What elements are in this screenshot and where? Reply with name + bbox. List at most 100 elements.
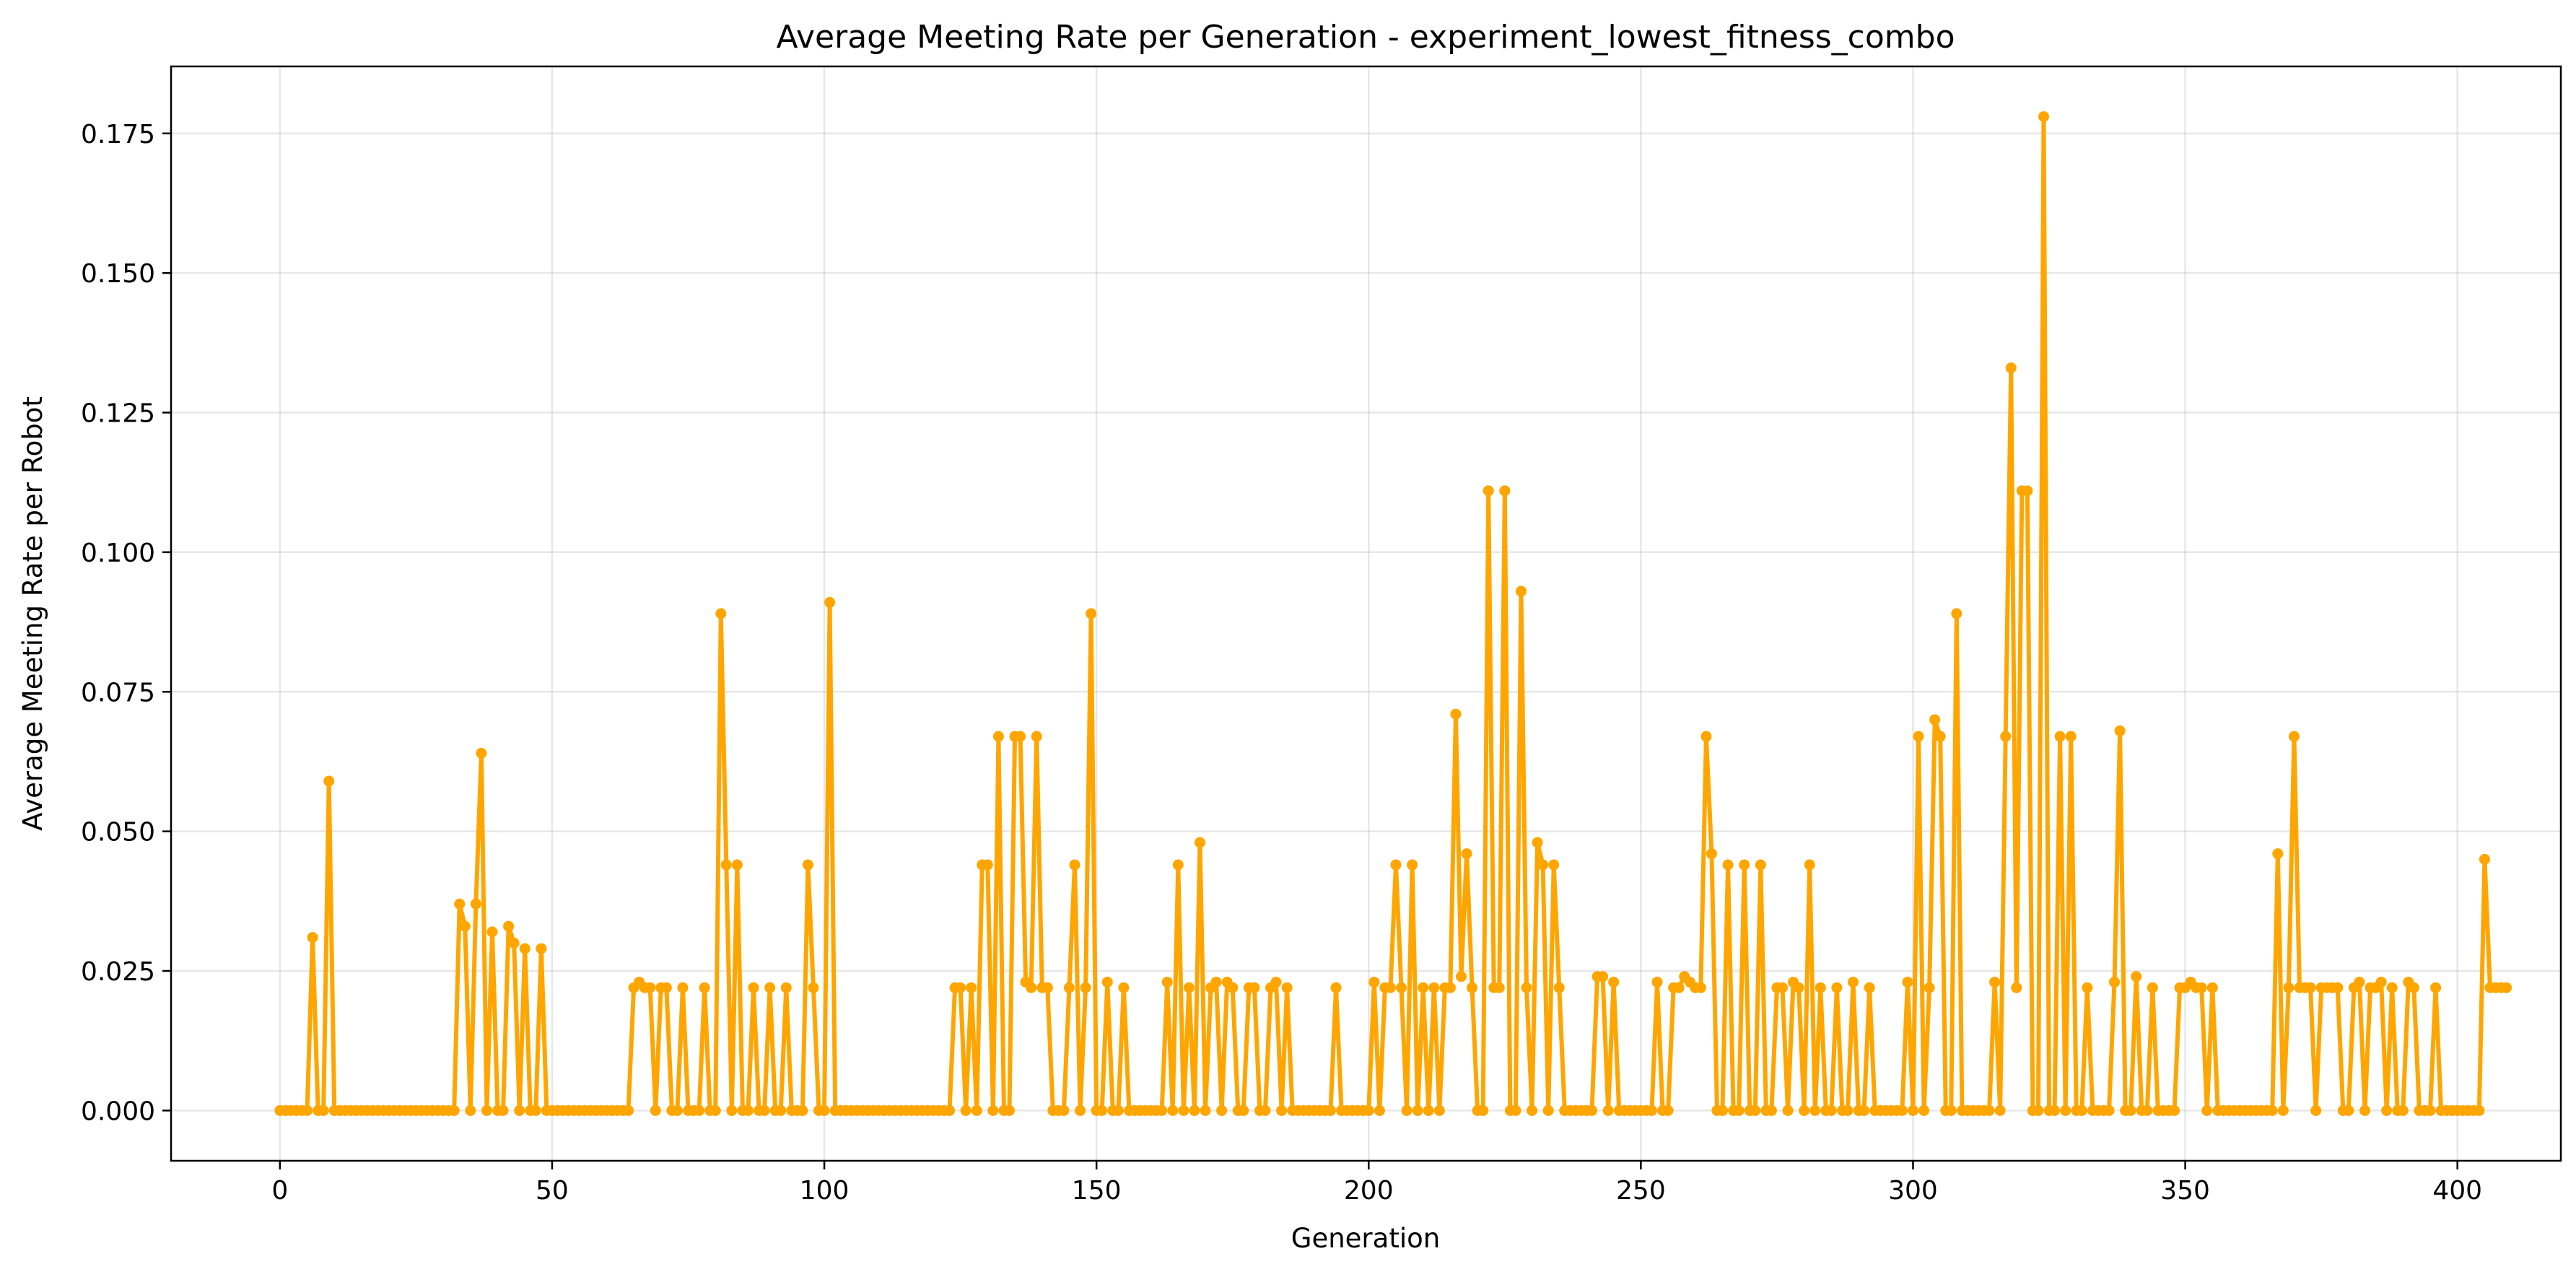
data-point xyxy=(1069,859,1080,871)
data-point xyxy=(2381,1104,2393,1116)
data-point xyxy=(2474,1104,2485,1116)
data-point xyxy=(1542,1104,1554,1116)
data-point xyxy=(481,1104,492,1116)
y-tick-label: 0.000 xyxy=(81,1097,155,1126)
data-point xyxy=(1096,1104,1108,1116)
data-point xyxy=(2065,731,2077,742)
data-point xyxy=(1031,731,1042,742)
x-tick-label: 150 xyxy=(1072,1176,1122,1206)
data-point xyxy=(1112,1104,1124,1116)
data-point xyxy=(1739,859,1750,871)
data-point xyxy=(775,1104,787,1116)
data-point xyxy=(1765,1104,1777,1116)
data-point xyxy=(694,1104,705,1116)
data-point xyxy=(448,1104,460,1116)
x-tick-label: 350 xyxy=(2160,1176,2210,1206)
data-point xyxy=(2424,1104,2436,1116)
data-point xyxy=(2109,976,2121,988)
y-tick-label: 0.175 xyxy=(81,120,155,149)
data-point xyxy=(1461,848,1472,860)
data-point xyxy=(2125,1104,2136,1116)
data-point xyxy=(1178,1104,1189,1116)
data-point xyxy=(1864,982,1875,993)
data-point xyxy=(1673,982,1685,993)
data-point xyxy=(1651,976,1663,988)
data-point xyxy=(1859,1104,1870,1116)
data-point xyxy=(2005,362,2017,374)
data-point xyxy=(2305,982,2316,993)
data-point xyxy=(459,920,471,932)
data-point xyxy=(1804,859,1815,871)
data-point xyxy=(1662,1104,1674,1116)
data-point xyxy=(2196,982,2207,993)
data-point xyxy=(1586,1104,1597,1116)
data-point xyxy=(2359,1104,2370,1116)
data-point xyxy=(2332,982,2344,993)
data-point xyxy=(726,1104,738,1116)
data-point xyxy=(710,1104,721,1116)
y-tick-label: 0.150 xyxy=(81,259,155,289)
data-point xyxy=(1156,1104,1168,1116)
plot-frame xyxy=(170,65,2562,1162)
data-point xyxy=(486,926,498,938)
data-point xyxy=(2408,982,2419,993)
y-tick-label: 0.025 xyxy=(81,957,155,987)
data-point xyxy=(503,920,515,932)
data-point xyxy=(1842,1104,1854,1116)
data-point xyxy=(623,1104,634,1116)
data-point xyxy=(2141,1104,2153,1116)
y-tick-label: 0.100 xyxy=(81,539,155,568)
data-point xyxy=(1983,1104,1995,1116)
x-tick-label: 300 xyxy=(1888,1176,1938,1206)
data-point xyxy=(1118,982,1130,993)
data-point xyxy=(318,1104,329,1116)
x-tick-label: 50 xyxy=(536,1176,569,1206)
data-point xyxy=(2272,848,2284,860)
data-point xyxy=(454,898,466,910)
data-point xyxy=(1521,982,1532,993)
data-point xyxy=(1848,976,1859,988)
data-point xyxy=(1782,1104,1794,1116)
data-point xyxy=(1401,1104,1413,1116)
data-point xyxy=(1227,982,1239,993)
data-point xyxy=(2397,1104,2409,1116)
data-point xyxy=(650,1104,661,1116)
data-point xyxy=(1086,608,1097,619)
data-point xyxy=(944,1104,956,1116)
data-point xyxy=(536,943,547,954)
data-point xyxy=(1418,982,1429,993)
data-point xyxy=(2147,982,2158,993)
data-point xyxy=(1407,859,1418,871)
y-tick-label: 0.050 xyxy=(81,818,155,847)
data-point xyxy=(955,982,966,993)
data-point xyxy=(2277,1104,2289,1116)
data-point xyxy=(2479,853,2490,865)
data-point xyxy=(2283,982,2295,993)
x-axis-label: Generation xyxy=(1291,1223,1440,1254)
data-point xyxy=(1015,731,1026,742)
data-point xyxy=(2288,731,2300,742)
data-point xyxy=(1527,1104,1538,1116)
data-point xyxy=(1918,1104,1930,1116)
data-point xyxy=(1706,848,1717,860)
data-point xyxy=(1390,859,1402,871)
data-point xyxy=(1189,1104,1200,1116)
data-point xyxy=(1477,1104,1489,1116)
data-point xyxy=(1809,1104,1821,1116)
data-point xyxy=(808,982,819,993)
data-point xyxy=(660,982,672,993)
data-point xyxy=(1793,982,1804,993)
data-point xyxy=(1281,982,1293,993)
x-tick-label: 0 xyxy=(271,1176,288,1206)
series-line xyxy=(279,114,2507,1113)
data-point xyxy=(470,898,481,910)
data-point xyxy=(671,1104,683,1116)
chart-title: Average Meeting Rate per Generation - ex… xyxy=(776,19,1955,56)
data-point xyxy=(514,1104,525,1116)
data-point xyxy=(1722,859,1734,871)
data-point xyxy=(2266,1104,2278,1116)
data-point xyxy=(1733,1104,1745,1116)
data-point xyxy=(1483,485,1494,497)
